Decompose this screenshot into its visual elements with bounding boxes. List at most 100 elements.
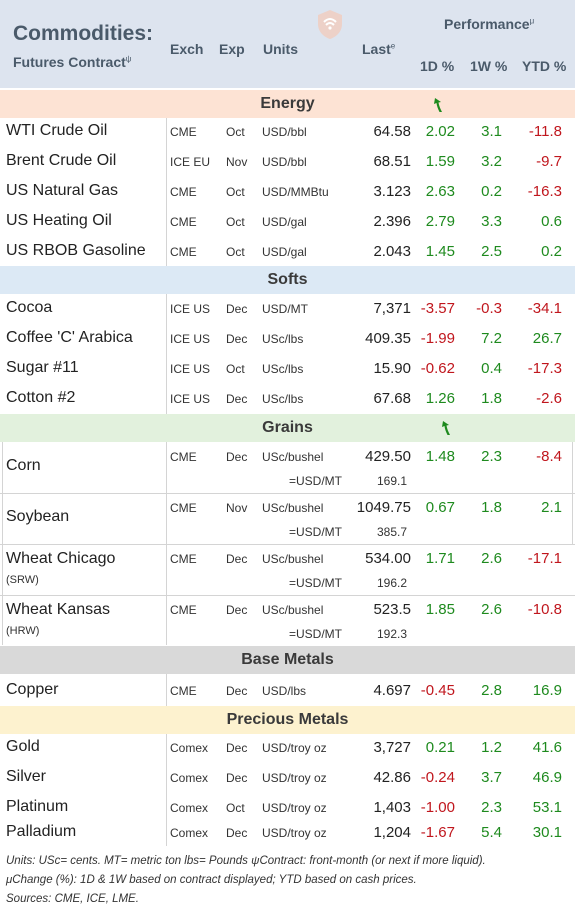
exchange: CME [170, 684, 197, 698]
change-1d: 1.71 [425, 550, 455, 567]
section-base-metals: Base Metals [0, 646, 575, 674]
units: USc/lbs [262, 392, 304, 406]
table-row[interactable]: WTI Crude Oil CME Oct USD/bbl 64.58 2.02 3.1 -1… [0, 118, 575, 148]
col-units: Units [263, 41, 298, 57]
change-1w: 0.4 [481, 360, 502, 377]
table-row[interactable]: Wheat Kansas (HRW) CME Dec USc/bushel 523.5 =U… [0, 595, 575, 646]
last-price: 534.00 [365, 550, 411, 567]
last-price: 7,371 [373, 300, 411, 317]
table-row[interactable]: Palladium Comex Dec USD/troy oz 1,204 -1.67 5.… [0, 819, 575, 849]
commodity-name: Coffee 'C' Arabica [6, 329, 133, 346]
exchange: ICE US [170, 392, 211, 406]
change-ytd: -2.6 [536, 390, 562, 407]
footnote-sources: Sources: CME, ICE, LME. [6, 893, 139, 905]
green-up-arrow-icon [434, 98, 442, 112]
expiry: Oct [226, 185, 245, 199]
col-1w: 1W % [470, 58, 508, 74]
units: USD/MT [262, 302, 308, 316]
commodity-class: (HRW) [6, 625, 40, 637]
table-row[interactable]: Silver Comex Dec USD/troy oz 42.86 -0.24 3.7 46… [0, 764, 575, 794]
change-ytd: 53.1 [532, 799, 562, 816]
exchange: CME [170, 125, 197, 139]
table-row[interactable]: Soybean CME Nov USc/bushel 1049.75 =USD/MT 385… [0, 493, 575, 544]
last-price: 429.50 [365, 448, 411, 465]
section-grains: Grains [0, 414, 575, 442]
change-1d: -0.45 [420, 682, 455, 699]
exchange: CME [170, 552, 197, 566]
change-1w: 3.1 [481, 123, 502, 140]
change-ytd: -17.3 [527, 360, 562, 377]
change-ytd: 41.6 [532, 739, 562, 756]
col-performance: Performanceμ [444, 16, 535, 32]
change-1d: -1.99 [420, 330, 455, 347]
change-1d: -3.57 [420, 300, 455, 317]
col-last: Laste [362, 41, 396, 57]
exchange: Comex [170, 741, 209, 755]
commodity-name: Palladium [6, 823, 77, 840]
column-divider [2, 442, 3, 645]
commodity-name: Gold [6, 738, 40, 755]
expiry: Dec [226, 603, 248, 617]
expiry: Dec [226, 332, 248, 346]
units: USc/bushel [262, 450, 324, 464]
table-row[interactable]: Wheat Chicago (SRW) CME Dec USc/bushel 534.00… [0, 544, 575, 595]
last-price: 1049.75 [356, 499, 411, 516]
table-row[interactable]: Sugar #11 ICE US Oct USc/lbs 15.90 -0.62 0.4 -1… [0, 355, 575, 385]
exchange: CME [170, 185, 197, 199]
units-metric: =USD/MT [289, 525, 343, 539]
commodity-name: Wheat Chicago [6, 550, 116, 567]
change-1d: -1.67 [420, 824, 455, 841]
commodity-name: Platinum [6, 798, 69, 815]
units: USD/troy oz [262, 826, 327, 840]
commodity-name: US RBOB Gasoline [6, 242, 146, 259]
last-price: 1,204 [373, 824, 411, 841]
table-row[interactable]: US Natural Gas CME Oct USD/MMBtu 3.123 2.63 0.… [0, 178, 575, 208]
table-row[interactable]: Platinum Comex Oct USD/troy oz 1,403 -1.00 2.3… [0, 794, 575, 824]
change-1w: 2.5 [481, 243, 502, 260]
expiry: Oct [226, 125, 245, 139]
commodity-name: US Natural Gas [6, 182, 119, 199]
page-title: Commodities: [13, 22, 154, 45]
last-price: 2.043 [373, 243, 411, 260]
table-row[interactable]: Cocoa ICE US Dec USD/MT 7,371 -3.57 -0.3 -34.1 [0, 295, 575, 325]
footnote-units: Units: USc= cents. MT= metric ton lbs= P… [6, 855, 486, 867]
change-ytd: -34.1 [527, 300, 562, 317]
change-1w: 1.8 [481, 499, 502, 516]
table-row[interactable]: Copper CME Dec USD/lbs 4.697 -0.45 2.8 16.9 [0, 677, 575, 707]
wifi-shield-logo-icon [318, 10, 342, 39]
table-row[interactable]: Corn CME Dec USc/bushel 429.50 =USD/MT 169.1 1.… [0, 442, 575, 493]
change-ytd: -9.7 [536, 153, 562, 170]
table-row[interactable]: Gold Comex Dec USD/troy oz 3,727 0.21 1.2 41.6 [0, 734, 575, 764]
exchange: CME [170, 450, 197, 464]
section-precious-metals: Precious Metals [0, 706, 575, 734]
change-1w: 3.7 [481, 769, 502, 786]
commodity-name: Sugar #11 [6, 359, 79, 376]
change-1w: 2.3 [481, 448, 502, 465]
last-price-metric: 192.3 [376, 627, 407, 641]
expiry: Oct [226, 801, 245, 815]
change-1d: 1.59 [425, 153, 455, 170]
change-ytd: 2.1 [541, 499, 562, 516]
column-divider [166, 118, 167, 266]
change-ytd: 30.1 [532, 824, 562, 841]
footnote-change: μChange (%): 1D & 1W based on contract d… [6, 874, 417, 886]
change-1d: 2.02 [425, 123, 455, 140]
column-divider [166, 442, 167, 645]
change-1w: 2.6 [481, 550, 502, 567]
last-price: 523.5 [373, 601, 411, 618]
table-row[interactable]: Coffee 'C' Arabica ICE US Dec USc/lbs 409.35… [0, 325, 575, 355]
col-exch: Exch [170, 41, 204, 57]
change-1d: 1.45 [425, 243, 455, 260]
table-row[interactable]: Cotton #2 ICE US Dec USc/lbs 67.68 1.26 1.8 -2.… [0, 385, 575, 415]
units: USc/lbs [262, 332, 304, 346]
table-row[interactable]: Brent Crude Oil ICE EU Nov USD/bbl 68.51 1.59… [0, 148, 575, 178]
commodity-class: (SRW) [6, 574, 39, 586]
table-row[interactable]: US Heating Oil CME Oct USD/gal 2.396 2.79 3.3 0… [0, 208, 575, 238]
change-1w: 0.2 [481, 183, 502, 200]
expiry: Oct [226, 362, 245, 376]
last-price: 64.58 [373, 123, 411, 140]
table-row[interactable]: US RBOB Gasoline CME Oct USD/gal 2.043 1.45 2.… [0, 238, 575, 268]
page-subtitle: Futures Contractψ [13, 54, 132, 70]
units: USD/troy oz [262, 741, 327, 755]
units: USc/bushel [262, 603, 324, 617]
